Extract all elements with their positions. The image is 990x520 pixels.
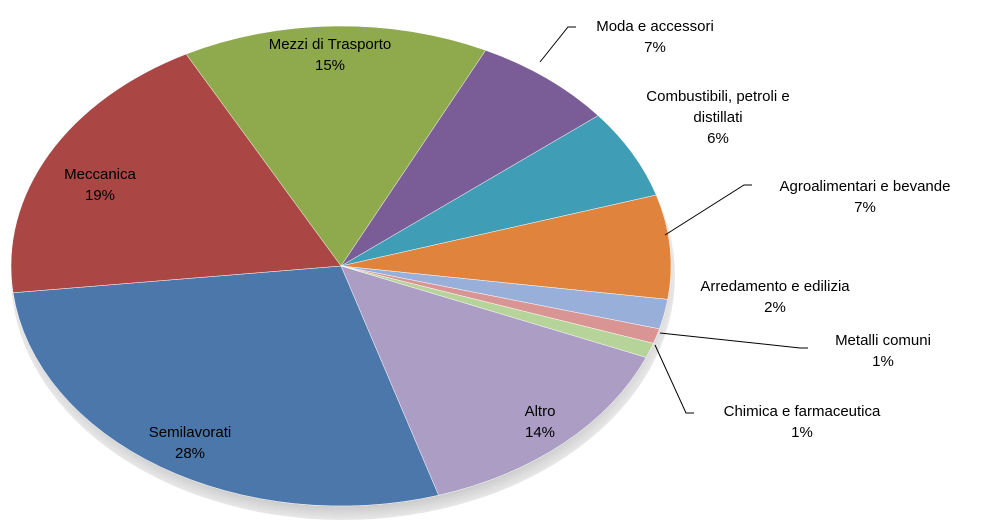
label-name: Agroalimentari e bevande xyxy=(779,178,951,195)
slice xyxy=(340,49,599,267)
slice xyxy=(12,265,439,507)
slice-label: Chimica e farmaceutica 1% xyxy=(682,401,922,443)
label-name: Arredamento e edilizia xyxy=(700,278,850,295)
label-name: Mezzi di Trasporto xyxy=(268,36,392,53)
slice-label: Agroalimentari e bevande 7% xyxy=(735,176,990,218)
label-name: Moda e accessori xyxy=(596,18,714,35)
leader-line xyxy=(654,344,694,414)
slice xyxy=(340,194,672,300)
label-value: 1% xyxy=(872,353,894,370)
label-value: 7% xyxy=(854,199,876,216)
leader-lines xyxy=(539,26,808,414)
label-value: 19% xyxy=(84,187,116,204)
slice-label: Moda e accessori 7% xyxy=(555,16,755,58)
slice-label: Altro 14% xyxy=(480,401,600,443)
slice xyxy=(340,265,647,496)
slice xyxy=(185,25,487,267)
leader-line xyxy=(539,26,576,63)
label-value: 15% xyxy=(314,57,346,74)
label-value: 7% xyxy=(644,39,666,56)
slices xyxy=(10,25,672,507)
label-name: Semilavorati xyxy=(148,424,232,441)
slice-label: Combustibili, petroli e distillati 6% xyxy=(638,86,798,149)
label-name: Metalli comuni xyxy=(835,332,931,349)
label-name: Altro xyxy=(524,403,556,420)
slice xyxy=(10,53,342,294)
label-value: 28% xyxy=(174,445,206,462)
slice-label: Arredamento e edilizia 2% xyxy=(665,276,885,318)
label-value: 6% xyxy=(707,130,729,147)
label-name: Combustibili, petroli e distillati xyxy=(646,88,790,126)
leader-line xyxy=(664,184,752,236)
slice-label: Semilavorati 28% xyxy=(110,422,270,464)
label-name: Meccanica xyxy=(64,166,136,183)
label-value: 2% xyxy=(764,299,786,316)
slice-label: Meccanica 19% xyxy=(20,164,180,206)
leader-line xyxy=(659,332,808,349)
label-value: 1% xyxy=(791,424,813,441)
slice-label: Mezzi di Trasporto 15% xyxy=(230,34,430,76)
slice xyxy=(340,115,657,267)
slice-label: Metalli comuni 1% xyxy=(793,330,973,372)
label-value: 14% xyxy=(524,424,556,441)
label-name: Chimica e farmaceutica xyxy=(723,403,881,420)
